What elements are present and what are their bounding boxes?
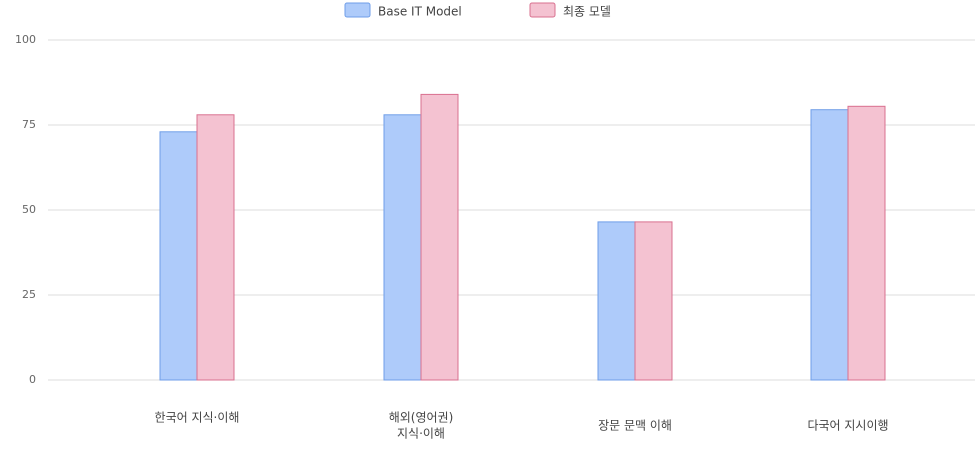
x-tick-label: 지식·이해	[397, 427, 445, 441]
bar	[634, 221, 673, 381]
bar	[383, 114, 422, 381]
y-tick-label: 0	[29, 373, 36, 386]
bar	[159, 131, 198, 381]
bar	[810, 109, 849, 381]
bar	[196, 114, 235, 381]
x-tick-label: 한국어 지식·이해	[155, 411, 240, 425]
bar	[420, 93, 459, 381]
legend-label: Base IT Model	[378, 5, 462, 19]
x-tick-label: 해외(영어권)	[389, 411, 454, 425]
x-tick-label: 다국어 지시이행	[807, 418, 888, 433]
x-tick-label: 장문 문맥 이해	[598, 419, 672, 433]
y-tick-label: 25	[22, 288, 36, 301]
bar	[847, 105, 886, 381]
y-tick-label: 75	[22, 118, 36, 131]
legend-label: 최종 모델	[563, 5, 611, 19]
y-tick-label: 100	[15, 33, 36, 46]
bar	[597, 221, 636, 381]
y-tick-label: 50	[22, 203, 36, 216]
legend-swatch	[529, 2, 556, 18]
legend-swatch	[344, 2, 371, 18]
